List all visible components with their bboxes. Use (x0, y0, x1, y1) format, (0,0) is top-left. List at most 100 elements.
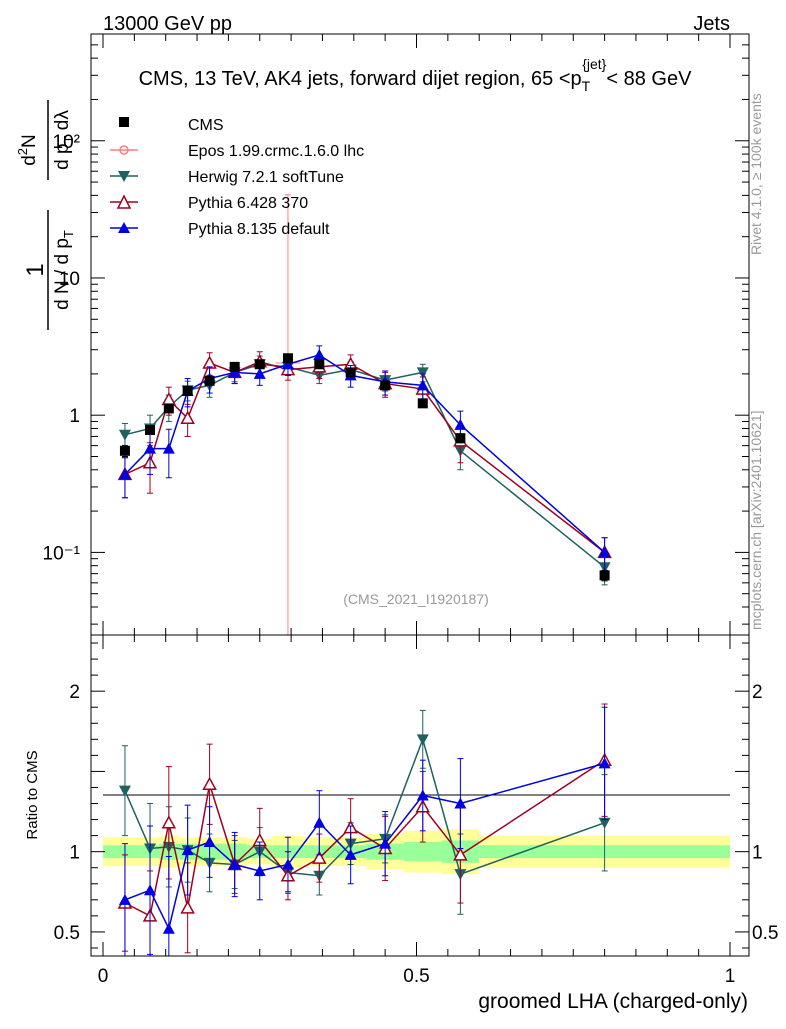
data-point-pythia-8-135-default (416, 379, 429, 391)
legend-marker-pythia8 (118, 222, 130, 233)
data-point-pythia-8-135-default (118, 893, 131, 905)
legend-marker-herwig (118, 171, 130, 182)
data-point-pythia-8-135-default (118, 468, 131, 480)
data-point-herwig-7-2-1-softtune (416, 734, 429, 746)
data-point-pythia-8-135-default (181, 844, 194, 856)
data-point-pythia-8-135-default (598, 757, 611, 769)
data-point-pythia-8-135-default (379, 837, 392, 849)
ratio-stat-band (103, 845, 141, 859)
main-y-tick-label: 1 (69, 406, 80, 427)
ratio-plot: 0.5 0.51 12 2 0 0.5 1 Ratio to CMS groomed LH… (24, 34, 778, 1013)
legend-label-herwig: Herwig 7.2.1 softTune (188, 169, 344, 186)
ratio-y-tick-label-right: 2 (752, 682, 763, 703)
ratio-y-tick-label: 0.5 (54, 923, 80, 944)
main-y-tick-label: 10 (59, 269, 80, 290)
ratio-series-layer (117, 703, 612, 957)
ratio-y-tick-label: 1 (69, 843, 80, 864)
data-point-cms (599, 570, 610, 581)
data-point-cms (282, 353, 293, 364)
energy-label: 13000 GeV pp (103, 13, 232, 35)
data-point-pythia-6-428-370 (161, 391, 177, 406)
ratio-y-axis: 0.5 0.5 1 1 2 2 (54, 642, 778, 949)
main-series-layer (117, 194, 612, 636)
x-axis: 0 0.5 1 (98, 34, 736, 987)
data-point-cms (119, 445, 130, 456)
legend-label-pythia6: Pythia 6.428 370 (188, 195, 308, 212)
main-y-axis: 10⁻¹ 1 10 10² (43, 33, 749, 625)
ratio-y-label: Ratio to CMS (24, 750, 41, 839)
main-y-tick-label: 10⁻¹ (43, 543, 81, 564)
data-point-pythia-8-135-default (203, 836, 216, 848)
data-point-pythia-8-135-default (454, 797, 467, 809)
data-point-pythia-8-135-default (313, 816, 326, 828)
data-point-cms (229, 361, 240, 372)
legend-dot-epos (119, 145, 129, 155)
data-point-cms (345, 367, 356, 378)
data-point-herwig-7-2-1-softtune (118, 429, 131, 441)
data-point-pythia-8-135-default (144, 884, 157, 896)
ratio-stat-band (403, 842, 442, 862)
data-point-pythia-6-428-370 (161, 815, 177, 829)
data-point-pythia-8-135-default (228, 858, 241, 870)
data-point-pythia-6-428-370 (180, 900, 195, 914)
data-point-cms (145, 424, 156, 435)
data-point-pythia-6-428-370 (312, 850, 327, 864)
data-point-herwig-7-2-1-softtune (416, 367, 429, 379)
data-point-pythia-8-135-default (416, 789, 429, 801)
main-y-tick-label: 10² (53, 132, 80, 153)
data-point-pythia-6-428-370 (453, 847, 468, 861)
data-point-pythia-8-135-default (313, 348, 326, 360)
data-point-pythia-8-135-default (162, 922, 175, 934)
analysis-tag: (CMS_2021_I1920187) (343, 591, 489, 607)
ratio-plot-frame (90, 634, 750, 957)
legend-marker-cms (119, 117, 129, 127)
main-title: CMS, 13 TeV, AK4 jets, forward dijet reg… (139, 56, 692, 94)
rivet-label: Rivet 4.1.0, ≥ 100k events (748, 93, 764, 255)
legend: CMS Epos 1.99.crmc.1.6.0 lhc Herwig 7.2.… (110, 117, 364, 238)
data-point-cms (163, 403, 174, 414)
data-point-pythia-8-135-default (253, 864, 266, 876)
series-line-pythia-6-428-370 (124, 759, 606, 917)
data-point-cms (182, 386, 193, 397)
data-point-pythia-8-135-default (281, 858, 294, 870)
svg-text:d2N: d2N (15, 134, 40, 166)
series-line-pythia-6-428-370 (124, 360, 606, 553)
process-label: Jets (693, 13, 730, 35)
data-point-cms (417, 398, 428, 409)
data-point-cms (314, 359, 325, 370)
x-tick-label: 1 (725, 966, 736, 987)
data-point-herwig-7-2-1-softtune (598, 817, 611, 829)
legend-marker-pythia6 (116, 194, 132, 209)
data-point-pythia-8-135-default (344, 848, 357, 860)
series-line-herwig-7-2-1-softtune (124, 736, 605, 877)
data-point-pythia-8-135-default (228, 366, 241, 378)
data-point-pythia-8-135-default (454, 418, 467, 430)
data-point-cms (254, 359, 265, 370)
mcplots-label: mcplots.cern.ch [arXiv:2401.10621] (748, 411, 764, 630)
x-tick-label: 0 (98, 966, 109, 987)
ratio-y-tick-label: 2 (69, 682, 80, 703)
x-tick-label: 0.5 (403, 966, 429, 987)
data-point-cms (380, 380, 391, 391)
data-point-cms (204, 375, 215, 386)
data-point-pythia-6-428-370 (202, 776, 217, 791)
ratio-y-tick-label-right: 1 (752, 843, 763, 864)
data-point-cms (455, 433, 466, 444)
data-point-pythia-8-135-default (281, 358, 294, 370)
data-point-pythia-8-135-default (162, 442, 175, 454)
data-point-pythia-8-135-default (598, 546, 611, 558)
ratio-y-tick-label-right: 0.5 (752, 923, 778, 944)
legend-label-pythia8: Pythia 8.135 default (188, 221, 330, 238)
series-line-pythia-8-135-default (124, 762, 605, 931)
svg-text:1: 1 (22, 263, 49, 276)
data-point-pythia-8-135-default (144, 442, 157, 454)
data-point-pythia-6-428-370 (180, 410, 195, 424)
legend-label-cms: CMS (188, 117, 224, 134)
main-plot: 10⁻¹ 1 10 10² CMS, 13 TeV, AK4 jets, forwar… (15, 33, 750, 636)
legend-label-epos: Epos 1.99.crmc.1.6.0 lhc (188, 143, 364, 160)
y-axis-label: 1 d N / d pT d2N d pT dλ (15, 100, 76, 330)
data-point-herwig-7-2-1-softtune (118, 785, 131, 797)
x-axis-label: groomed LHA (charged-only) (478, 990, 748, 1013)
svg-text:d N / d pT: d N / d pT (52, 230, 76, 310)
